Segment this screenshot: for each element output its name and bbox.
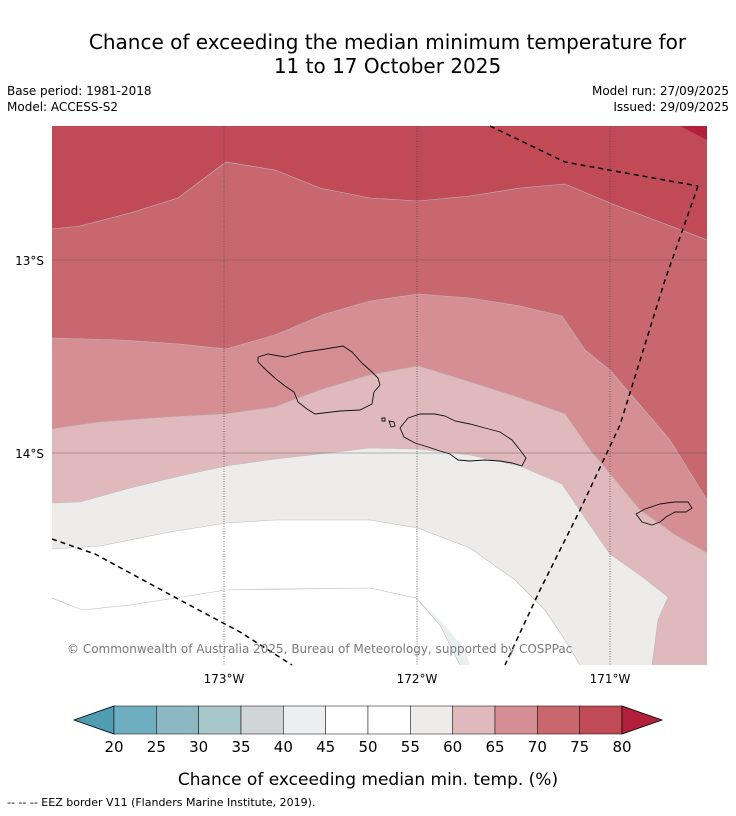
parallels	[52, 259, 707, 454]
colorbar-segment-40-45	[283, 705, 326, 735]
colorbar-tick-80: 80	[612, 738, 631, 756]
colorbar-tick-25: 25	[147, 738, 166, 756]
lon-label-171w: 171°W	[590, 672, 631, 686]
colorbar-extend-high	[621, 705, 664, 735]
eez-borders	[51, 125, 699, 666]
colorbar-tick-40: 40	[274, 738, 293, 756]
island-tutuila	[635, 501, 693, 526]
colorbar-segment-55-60	[410, 705, 453, 735]
lon-label-172w: 172°W	[397, 672, 438, 686]
meta-left: Base period: 1981-2018 Model: ACCESS-S2	[7, 83, 152, 115]
colorbar-tick-20: 20	[104, 738, 123, 756]
island-manono	[388, 420, 396, 428]
colorbar-label: Chance of exceeding median min. temp. (%…	[177, 770, 559, 790]
model-run: Model run: 27/09/2025	[591, 84, 729, 98]
colorbar-tick-70: 70	[528, 738, 547, 756]
coastlines	[257, 345, 693, 526]
colorbar-segment-45-50	[325, 705, 369, 735]
base-period: Base period: 1981-2018	[7, 84, 152, 98]
issued-date: Issued: 29/09/2025	[613, 100, 729, 114]
map-plot: © Commonwealth of Australia 2025, Bureau…	[15, 125, 707, 686]
title-line-1: Chance of exceeding the median minimum t…	[88, 30, 687, 54]
colorbar-tick-45: 45	[316, 738, 335, 756]
island-upolu	[399, 413, 527, 467]
colorbar-extend-low	[72, 705, 115, 735]
colorbar-tick-75: 75	[570, 738, 589, 756]
colorbar-segment-70-75	[537, 705, 580, 735]
colorbar-segment-50-55	[367, 705, 411, 735]
colorbar-tick-30: 30	[189, 738, 208, 756]
colorbar-tick-35: 35	[231, 738, 250, 756]
colorbar-segment-75-80	[579, 705, 623, 735]
colorbar-segment-35-40	[240, 705, 284, 735]
model-name: Model: ACCESS-S2	[7, 100, 119, 114]
colorbar-tick-50: 50	[358, 738, 377, 756]
colorbar: 20 25 30 35 40 45 50 55 60 65 70 75 80	[72, 705, 664, 756]
meta-right: Model run: 27/09/2025 Issued: 29/09/2025	[592, 83, 729, 115]
colorbar-segment-60-65	[452, 705, 496, 735]
lat-label-13s: 13°S	[15, 254, 44, 268]
lat-label-14s: 14°S	[15, 447, 44, 461]
colorbar-segment-65-70	[494, 705, 538, 735]
eez-east	[504, 185, 699, 666]
eez-north	[489, 125, 699, 187]
island-savaii	[257, 345, 381, 415]
chart-title: Chance of exceeding the median minimum t…	[0, 30, 736, 78]
island-apolima	[381, 417, 386, 422]
lon-label-173w: 173°W	[204, 672, 245, 686]
colorbar-ticks: 20 25 30 35 40 45 50 55 60 65 70 75 80	[104, 738, 631, 756]
eez-legend-note: -- -- -- EEZ border V11 (Flanders Marine…	[7, 796, 316, 809]
colorbar-segment-25-30	[156, 705, 199, 735]
contour-fills	[52, 126, 707, 665]
colorbar-segment-30-35	[198, 705, 242, 735]
title-line-2: 11 to 17 October 2025	[273, 54, 502, 78]
colorbar-tick-55: 55	[401, 738, 420, 756]
colorbar-segments	[72, 705, 664, 735]
colorbar-tick-65: 65	[485, 738, 504, 756]
eez-southwest	[51, 538, 293, 666]
fill-45-50-south	[52, 588, 460, 665]
colorbar-tick-60: 60	[443, 738, 462, 756]
colorbar-segment-20-25	[113, 705, 157, 735]
copyright-text: © Commonwealth of Australia 2025, Bureau…	[67, 642, 572, 656]
